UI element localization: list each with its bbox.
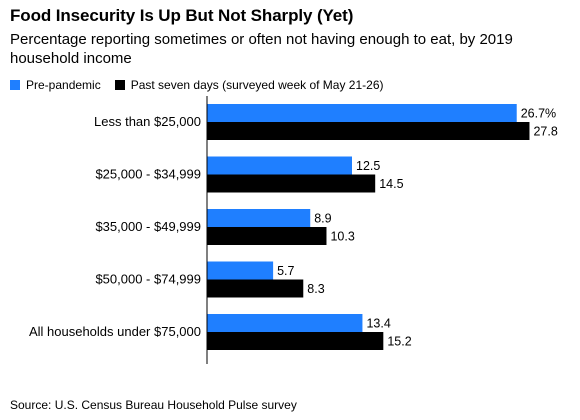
bar-past-seven-days-all-households-under-75-000 <box>207 332 384 350</box>
bar-past-seven-days-35-000-49-999 <box>207 227 327 245</box>
data-label: 27.8 <box>533 125 557 139</box>
data-label: 8.3 <box>307 282 324 296</box>
category-label: $35,000 - $49,999 <box>95 219 201 234</box>
legend-item-past-seven-days: Past seven days (surveyed week of May 21… <box>114 78 384 92</box>
data-label: 15.2 <box>387 335 411 349</box>
bar-past-seven-days-25-000-34-999 <box>207 174 376 193</box>
category-label: $25,000 - $34,999 <box>95 167 201 182</box>
bar-pre-pandemic-all-households-under-75-000 <box>207 314 363 332</box>
bar-group-50-000-74-999: $50,000 - $74,999 5.7 8.3 <box>95 261 325 298</box>
data-label: 12.5 <box>356 159 380 173</box>
bar-chart: Less than $25,000 26.7% 27.8 $25,000 - $34,… <box>29 96 558 364</box>
bar-group-35-000-49-999: $35,000 - $49,999 8.9 10.3 <box>95 209 355 245</box>
data-label: 13.4 <box>366 317 390 331</box>
bar-past-seven-days-50-000-74-999 <box>207 279 304 298</box>
bar-group-less-than-25-000: Less than $25,000 26.7% 27.8 <box>94 104 558 140</box>
category-label: Less than $25,000 <box>94 114 201 129</box>
legend-swatch-pre-pandemic <box>10 80 20 90</box>
bar-pre-pandemic-50-000-74-999 <box>207 261 274 280</box>
bar-pre-pandemic-25-000-34-999 <box>207 156 352 175</box>
data-label: 26.7% <box>521 107 556 121</box>
data-label: 14.5 <box>379 177 403 191</box>
bar-group-25-000-34-999: $25,000 - $34,999 12.5 14.5 <box>95 156 404 193</box>
chart-title: Food Insecurity Is Up But Not Sharply (Y… <box>10 6 354 25</box>
data-label: 10.3 <box>330 230 354 244</box>
bar-pre-pandemic-less-than-25-000 <box>207 104 517 122</box>
legend-swatch-past-seven-days <box>114 80 125 90</box>
source-note: Source: U.S. Census Bureau Household Pul… <box>10 398 297 412</box>
data-label: 5.7 <box>277 264 294 278</box>
category-label: All households under $75,000 <box>29 324 201 339</box>
data-label: 8.9 <box>314 212 331 226</box>
legend-item-pre-pandemic: Pre-pandemic <box>10 78 101 92</box>
legend-label-pre-pandemic: Pre-pandemic <box>26 78 101 92</box>
bar-pre-pandemic-35-000-49-999 <box>207 209 311 227</box>
legend-label-past-seven-days: Past seven days (surveyed week of May 21… <box>130 78 384 92</box>
bar-group-all-households-under-75-000: All households under $75,000 13.4 15.2 <box>29 314 412 350</box>
bar-past-seven-days-less-than-25-000 <box>207 122 530 140</box>
category-label: $50,000 - $74,999 <box>95 272 201 287</box>
chart-subtitle: Percentage reporting sometimes or often … <box>10 31 513 67</box>
legend: Pre-pandemic Past seven days (surveyed w… <box>10 78 398 92</box>
